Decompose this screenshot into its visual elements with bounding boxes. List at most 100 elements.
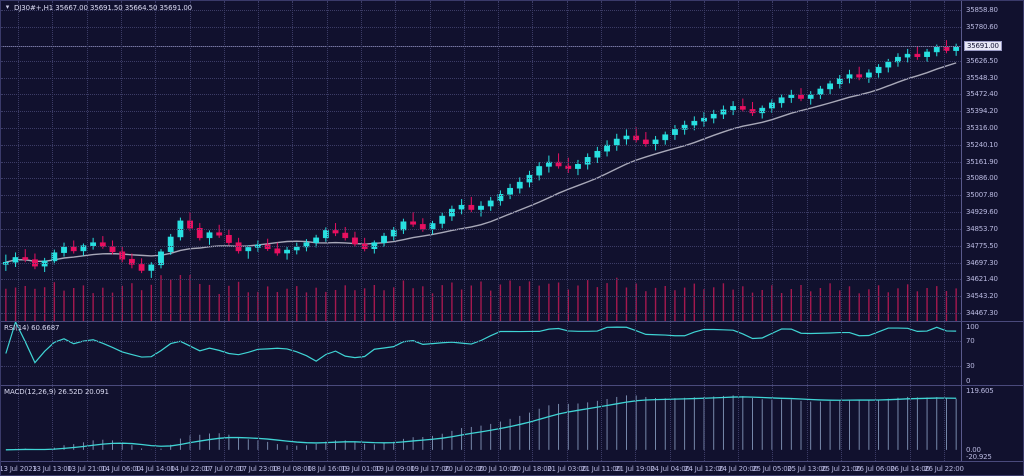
gridline-horizontal <box>1 128 961 129</box>
gridline-horizontal <box>1 145 961 146</box>
gridline-vertical <box>807 386 808 461</box>
collapse-icon[interactable]: ▾ <box>5 3 10 11</box>
rsi-axis-label: 0 <box>966 377 971 385</box>
macd-axis-label: 0.00 <box>966 445 981 454</box>
gridline-vertical <box>910 1 911 321</box>
gridline-vertical <box>772 1 773 321</box>
time-axis-label: 25 Jul 21:00 <box>821 465 861 473</box>
gridline-vertical <box>155 386 156 461</box>
gridline-vertical <box>430 386 431 461</box>
price-axis-label: 35086.00 <box>966 174 998 182</box>
gridline-vertical <box>52 386 53 461</box>
gridline-vertical <box>430 322 431 385</box>
gridline-vertical <box>292 322 293 385</box>
macd-plot-area[interactable] <box>1 386 961 461</box>
gridline-vertical <box>772 322 773 385</box>
gridline-vertical <box>670 386 671 461</box>
gridline-horizontal <box>1 61 961 62</box>
gridline-vertical <box>532 386 533 461</box>
time-axis-label: 21 Jul 19:00 <box>615 465 655 473</box>
gridline-vertical <box>464 1 465 321</box>
time-axis-label: 26 Jul 22:00 <box>924 465 964 473</box>
gridline-vertical <box>601 386 602 461</box>
time-axis-label: 24 Jul 04:00 <box>650 465 690 473</box>
time-axis-label: 20 Jul 02:00 <box>444 465 484 473</box>
macd-axis-label: -20.925 <box>966 453 992 461</box>
price-panel[interactable]: 35858.80 35780.60 35691.00 35626.50 35548.30… <box>1 1 1023 321</box>
time-axis-label: 14 Jul 22:00 <box>170 465 210 473</box>
time-axis-label: 26 Jul 14:00 <box>890 465 930 473</box>
gridline-vertical <box>292 1 293 321</box>
gridline-vertical <box>910 322 911 385</box>
gridline-vertical <box>224 322 225 385</box>
gridline-horizontal <box>1 229 961 230</box>
gridline-vertical <box>190 322 191 385</box>
gridline-vertical <box>738 322 739 385</box>
price-axis-label: 35161.90 <box>966 158 998 166</box>
gridline-vertical <box>361 1 362 321</box>
gridline-vertical <box>704 386 705 461</box>
rsi-panel[interactable]: 100 70 30 0 RSI(14) 60.6687 <box>1 321 1023 385</box>
gridline-vertical <box>87 1 88 321</box>
price-axis[interactable]: 35858.80 35780.60 35691.00 35626.50 35548.30… <box>961 1 1023 321</box>
time-axis-label: 24 Jul 20:00 <box>718 465 758 473</box>
macd-panel[interactable]: 119.605 0.00 -20.925 MACD(12,26,9) 26.52D … <box>1 385 1023 461</box>
symbol-quote-label: DJ30#+,H1 35667.00 35691.50 35664.50 356… <box>14 3 193 12</box>
gridline-vertical <box>601 1 602 321</box>
gridline-vertical <box>464 386 465 461</box>
gridline-vertical <box>498 1 499 321</box>
gridline-vertical <box>875 1 876 321</box>
price-axis-label: 35858.80 <box>966 6 998 14</box>
gridline-vertical <box>567 1 568 321</box>
candlestick-series <box>1 40 961 321</box>
rsi-axis-label: 30 <box>966 362 975 371</box>
gridline-vertical <box>87 386 88 461</box>
price-axis-label: 35240.10 <box>966 141 998 149</box>
gridline-vertical <box>87 322 88 385</box>
gridline-vertical <box>121 1 122 321</box>
time-axis-label: 18 Jul 08:00 <box>272 465 312 473</box>
gridline-vertical <box>807 1 808 321</box>
time-axis-label: 17 Jul 23:00 <box>238 465 278 473</box>
time-axis-label: 20 Jul 10:00 <box>478 465 518 473</box>
price-plot-area[interactable] <box>1 1 961 321</box>
time-axis-label: 13 Jul 13:00 <box>32 465 72 473</box>
gridline-vertical <box>258 1 259 321</box>
gridline-vertical <box>670 322 671 385</box>
macd-header-label: MACD(12,26,9) 26.52D 20.091 <box>4 388 109 396</box>
gridline-vertical <box>704 1 705 321</box>
time-axis-bar[interactable]: 13 Jul 2023 13 Jul 13:00 13 Jul 21:00 14 Ju… <box>1 461 1023 475</box>
macd-axis-label: 119.605 <box>966 387 994 395</box>
time-axis-label: 20 Jul 18:00 <box>512 465 552 473</box>
rsi-plot-area[interactable] <box>1 322 961 385</box>
rsi-axis-label: 70 <box>966 336 975 345</box>
price-axis-label: 35394.20 <box>966 107 998 115</box>
macd-axis[interactable]: 119.605 0.00 -20.925 <box>961 386 1023 461</box>
gridline-vertical <box>875 386 876 461</box>
gridline-vertical <box>224 386 225 461</box>
gridline-vertical <box>155 1 156 321</box>
gridline-vertical <box>52 322 53 385</box>
gridline-horizontal <box>1 212 961 213</box>
gridline-vertical <box>52 1 53 321</box>
rsi-axis[interactable]: 100 70 30 0 <box>961 322 1023 385</box>
gridline-vertical <box>807 322 808 385</box>
gridline-vertical <box>601 322 602 385</box>
gridline-vertical <box>395 386 396 461</box>
price-axis-label: 34775.50 <box>966 242 998 250</box>
price-axis-label: 34853.70 <box>966 225 998 233</box>
gridline-horizontal <box>1 27 961 28</box>
gridline-vertical <box>18 386 19 461</box>
price-axis-label: 34543.20 <box>966 292 998 300</box>
gridline-horizontal <box>1 111 961 112</box>
gridline-vertical <box>464 322 465 385</box>
gridline-vertical <box>258 322 259 385</box>
gridline-vertical <box>361 386 362 461</box>
rsi-level-line <box>1 366 961 367</box>
time-axis-label: 25 Jul 13:00 <box>787 465 827 473</box>
gridline-vertical <box>224 1 225 321</box>
gridline-vertical <box>18 1 19 321</box>
gridline-vertical <box>395 322 396 385</box>
time-axis-label: 21 Jul 11:00 <box>581 465 621 473</box>
